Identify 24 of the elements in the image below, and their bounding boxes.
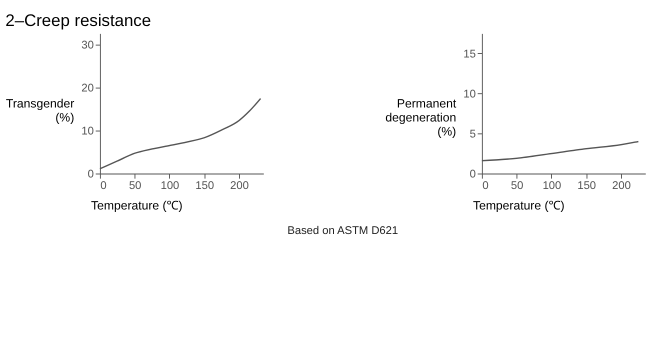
y-tick-label: 20 <box>81 82 94 95</box>
x-axis-title: Temperature (℃) <box>473 198 565 212</box>
y-tick-label: 0 <box>88 168 94 181</box>
text: Based on ASTM D621 <box>287 225 398 238</box>
x-tick-label: 0 <box>100 180 107 192</box>
x-tick-label: 150 <box>577 180 596 192</box>
x-tick-label: 200 <box>612 180 631 192</box>
chart-title: 2–Creep resistance <box>5 10 152 30</box>
x-tick-label: 150 <box>195 180 214 192</box>
y-tick-label: 30 <box>81 39 94 52</box>
x-tick-label: 50 <box>510 180 524 192</box>
y-tick-label: 15 <box>463 48 476 61</box>
x-tick-label: 100 <box>160 180 180 192</box>
x-axis-title: Temperature (℃) <box>91 198 183 212</box>
x-tick-label: 50 <box>128 180 142 192</box>
y-tick-label: 10 <box>81 126 94 138</box>
x-tick-label: 0 <box>482 180 489 192</box>
x-tick-label: 200 <box>230 180 249 192</box>
y-tick-label: 5 <box>470 128 476 141</box>
x-tick-label: 100 <box>542 180 562 192</box>
y-axis-title: Transgender (%) <box>6 96 74 125</box>
y-axis-title: Permanent degeneration (%) <box>385 96 457 139</box>
y-tick-label: 10 <box>463 88 476 101</box>
y-tick-label: 0 <box>470 168 476 181</box>
